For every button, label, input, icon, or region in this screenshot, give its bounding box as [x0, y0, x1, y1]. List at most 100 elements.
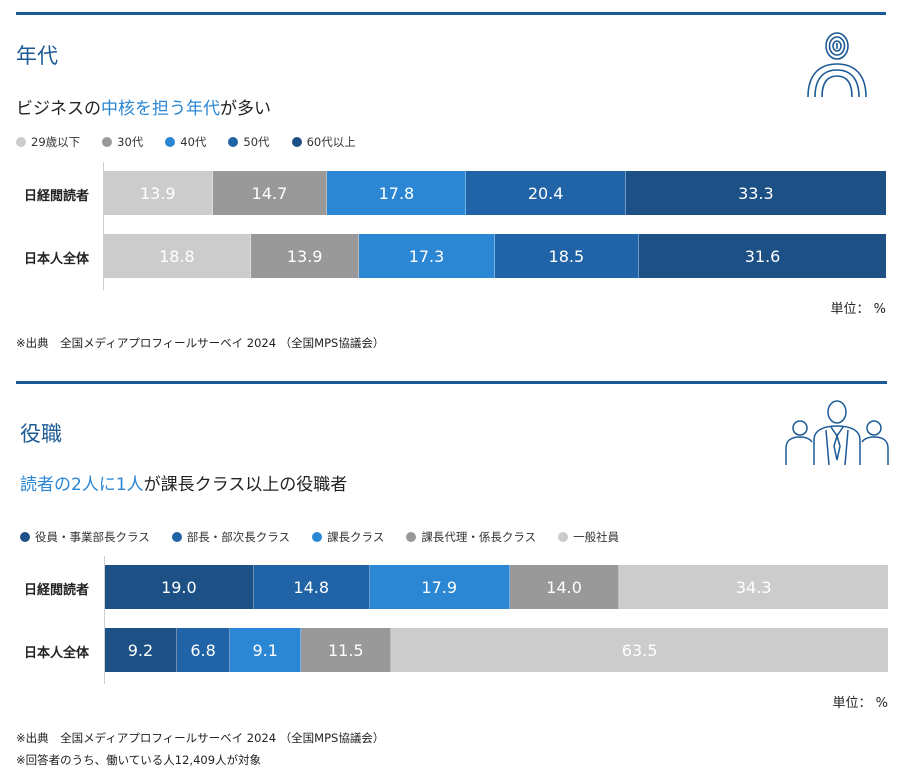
section2-headline: 読者の2人に1人が課長クラス以上の役職者 — [20, 470, 347, 495]
legend-swatch — [291, 137, 302, 147]
data-label: 34.3 — [735, 577, 772, 597]
legend-label: 60代以上 — [306, 135, 356, 149]
legend-label: 50代 — [243, 135, 270, 149]
bar-segment: 14.8 — [253, 565, 370, 609]
data-label: 63.5 — [621, 640, 658, 660]
bar-segment: 33.3 — [625, 171, 886, 215]
legend-swatch — [165, 137, 176, 147]
bar-segment: 14.7 — [212, 171, 328, 215]
data-label: 17.8 — [378, 183, 415, 203]
chart1-legend: 29歳以下 30代 40代 50代 60代以上 — [16, 134, 378, 150]
data-label: 9.1 — [252, 640, 278, 660]
section2-title: 役職 — [20, 422, 62, 446]
data-label: 31.6 — [744, 246, 781, 266]
legend-swatch — [406, 532, 417, 542]
chart2-row-label: 日経閲読者 — [24, 583, 90, 598]
legend-swatch — [171, 532, 182, 542]
bar-segment: 17.9 — [369, 565, 510, 609]
legend-swatch — [228, 137, 239, 147]
legend-item: 課長代理・係長クラス — [406, 529, 536, 545]
legend-label: 部長・部次長クラス — [186, 530, 291, 544]
chart2-bar-row: 19.0 14.8 17.9 14.0 34.3 — [105, 565, 888, 609]
data-label: 14.0 — [546, 577, 582, 597]
bar-segment: 9.1 — [230, 628, 302, 672]
legend-label: 30代 — [117, 135, 144, 149]
legend-swatch — [16, 137, 26, 147]
section1-headline: ビジネスの中核を担う年代が多い — [16, 94, 271, 119]
chart1-bar-row: 18.8 13.9 17.3 18.5 31.6 — [104, 234, 886, 278]
bar-segment: 13.9 — [104, 171, 213, 215]
chart2-target-note: ※回答者のうち、働いている人12,409人が対象 — [16, 753, 262, 767]
data-label: 13.9 — [139, 183, 176, 203]
legend-item: 29歳以下 — [16, 134, 80, 150]
bar-segment: 31.6 — [639, 234, 886, 278]
bar-segment: 9.2 — [105, 628, 177, 672]
data-label: 17.3 — [408, 246, 445, 266]
chart1-bar-row: 13.9 14.7 17.8 20.4 33.3 — [104, 171, 886, 215]
bar-segment: 13.9 — [250, 234, 360, 278]
bar-segment: 11.5 — [301, 628, 392, 672]
bar-segment: 6.8 — [176, 628, 231, 672]
chart1-row-label: 日経閲読者 — [24, 189, 90, 204]
chart2-unit: 単位： % — [832, 696, 889, 711]
data-label: 18.8 — [159, 246, 195, 266]
legend-label: 29歳以下 — [31, 135, 81, 149]
chart2-axis-line — [104, 556, 105, 684]
legend-label: 課長代理・係長クラス — [421, 530, 537, 544]
legend-item: 50代 — [228, 134, 270, 150]
data-label: 17.9 — [421, 577, 458, 597]
data-label: 14.8 — [293, 577, 330, 597]
chart2-row-label: 日本人全体 — [24, 646, 90, 661]
chart1-row-label: 日本人全体 — [24, 252, 90, 267]
headline-highlight: 読者の2人に1人 — [20, 475, 144, 495]
bar-segment: 19.0 — [105, 565, 254, 609]
legend-item: 課長クラス — [312, 529, 384, 545]
legend-label: 40代 — [180, 135, 207, 149]
data-label: 19.0 — [161, 577, 197, 597]
chart1-unit: 単位： % — [830, 302, 887, 317]
data-label: 13.9 — [286, 246, 323, 266]
legend-item: 40代 — [165, 134, 206, 150]
bar-segment: 17.8 — [327, 171, 467, 215]
data-label: 9.2 — [127, 640, 154, 660]
legend-item: 役員・事業部長クラス — [20, 529, 150, 545]
chart1-axis-line — [103, 162, 104, 290]
chart2-source-note: ※出典 全国メディアプロフィールサーベイ 2024 （全国MPS協議会） — [16, 731, 385, 745]
bar-segment: 14.0 — [509, 565, 620, 609]
section1-title: 年代 — [16, 44, 58, 68]
bar-segment: 34.3 — [619, 565, 888, 609]
section2-top-rule — [16, 381, 887, 384]
bar-segment: 17.3 — [359, 234, 495, 278]
chart2-legend: 役員・事業部長クラス 部長・部次長クラス 課長クラス 課長代理・係長クラス 一般社員 — [20, 529, 641, 545]
data-label: 11.5 — [327, 640, 364, 660]
bar-segment: 20.4 — [466, 171, 626, 215]
fingerprint-person-icon — [806, 30, 868, 98]
legend-swatch — [20, 532, 30, 542]
headline-text: が多い — [220, 99, 271, 119]
data-label: 18.5 — [548, 246, 585, 266]
headline-highlight: 中核を担う年代 — [101, 99, 220, 119]
legend-item: 30代 — [102, 134, 143, 150]
chart2-bar-row: 9.2 6.8 9.1 11.5 63.5 — [105, 628, 888, 672]
bar-segment: 63.5 — [391, 628, 888, 672]
data-label: 33.3 — [738, 183, 774, 203]
legend-swatch — [558, 532, 569, 542]
section1-top-rule — [16, 12, 886, 15]
data-label: 20.4 — [527, 183, 564, 203]
legend-label: 一般社員 — [573, 530, 620, 544]
legend-item: 60代以上 — [291, 134, 356, 150]
business-people-icon — [784, 400, 890, 466]
data-label: 6.8 — [190, 640, 216, 660]
headline-text: が課長クラス以上の役職者 — [143, 475, 348, 495]
data-label: 14.7 — [251, 183, 288, 203]
bar-segment: 18.5 — [494, 234, 640, 278]
bar-segment: 18.8 — [104, 234, 251, 278]
chart1-source-note: ※出典 全国メディアプロフィールサーベイ 2024 （全国MPS協議会） — [16, 336, 385, 350]
headline-text: ビジネスの — [16, 99, 101, 119]
legend-item: 部長・部次長クラス — [171, 529, 291, 545]
legend-item: 一般社員 — [558, 529, 619, 545]
legend-swatch — [102, 137, 113, 147]
legend-swatch — [312, 532, 323, 542]
legend-label: 役員・事業部長クラス — [35, 530, 150, 544]
legend-label: 課長クラス — [327, 530, 385, 544]
